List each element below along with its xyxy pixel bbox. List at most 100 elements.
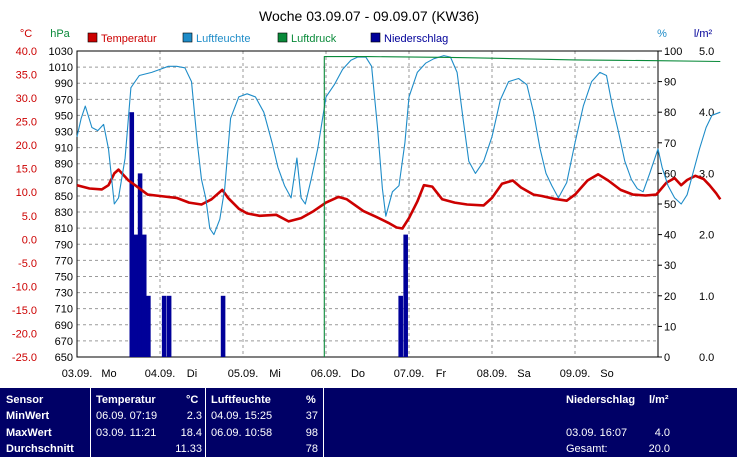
pressure-tick-label: 950 [55, 110, 73, 122]
row-max-label: MaxWert [6, 427, 52, 439]
legend-label: Luftfeuchte [196, 33, 250, 45]
header-precipitation-unit: l/m² [649, 394, 669, 406]
header-temperature: Temperatur [96, 394, 156, 406]
temperature-tick-label: 0.0 [22, 234, 37, 246]
pressure-tick-label: 910 [55, 143, 73, 155]
precipitation-bar [129, 112, 135, 357]
humidity-tick-label: 70 [664, 138, 676, 150]
header-temperature-unit: °C [186, 394, 199, 406]
row-max-hum-value: 98 [305, 427, 318, 439]
header-humidity: Luftfeuchte [211, 394, 271, 406]
x-tick-day-label: Do [351, 368, 365, 380]
x-tick-label: 06.09. [311, 368, 342, 380]
pressure-tick-label: 810 [55, 223, 73, 235]
row-min-hum-time: 04.09. 15:25 [211, 410, 273, 422]
humidity-tick-label: 20 [664, 291, 676, 303]
temperature-tick-label: -10.0 [12, 281, 37, 293]
precipitation-bar [137, 173, 143, 357]
temperature-tick-label: -15.0 [12, 305, 37, 317]
pressure-tick-label: 890 [55, 159, 73, 171]
humidity-tick-label: 90 [664, 77, 676, 89]
humidity-tick-label: 80 [664, 107, 676, 119]
x-tick-day-label: So [600, 368, 613, 380]
row-max-rain-time: 03.09. 16:07 [566, 427, 628, 439]
humidity-tick-label: 30 [664, 260, 676, 272]
pressure-tick-label: 970 [55, 94, 73, 106]
legend-label: Luftdruck [291, 33, 337, 45]
x-tick-day-label: Mo [101, 368, 116, 380]
pressure-tick-label: 790 [55, 239, 73, 251]
x-tick-day-label: Sa [517, 368, 531, 380]
x-tick-label: 07.09. [394, 368, 425, 380]
precipitation-bar [398, 295, 403, 357]
humidity-tick-label: 50 [664, 199, 676, 211]
x-tick-label: 04.09. [145, 368, 176, 380]
weather-chart: Woche 03.09.07 - 09.09.07 (KW36) Temperat… [12, 8, 722, 380]
temperature-tick-label: 5.0 [22, 211, 37, 223]
x-tick-day-label: Mi [269, 368, 281, 380]
temperature-tick-label: 20.0 [16, 140, 37, 152]
header-precipitation: Niederschlag [566, 394, 636, 406]
temperature-tick-label: -25.0 [12, 352, 37, 364]
row-avg-label: Durchschnitt [6, 443, 74, 455]
x-tick-label: 03.09. [62, 368, 93, 380]
temperature-tick-label: 40.0 [16, 46, 37, 58]
precipitation-unit: l/m² [694, 28, 713, 40]
table-divider [90, 388, 91, 457]
statistics-table: Sensor Temperatur °C Luftfeuchte % Niede… [0, 388, 737, 457]
x-tick-label: 08.09. [477, 368, 508, 380]
temperature-tick-label: 35.0 [16, 70, 37, 82]
header-humidity-unit: % [306, 394, 316, 406]
legend-swatch [277, 32, 288, 43]
precipitation-bar [161, 295, 167, 357]
temperature-tick-label: -5.0 [18, 258, 37, 270]
series-line-temperatur [76, 168, 722, 230]
pressure-tick-label: 930 [55, 127, 73, 139]
pressure-tick-label: 690 [55, 320, 73, 332]
humidity-tick-label: 60 [664, 168, 676, 180]
precipitation-bar [166, 295, 172, 357]
pressure-tick-label: 1010 [49, 62, 73, 74]
pressure-tick-label: 770 [55, 255, 73, 267]
legend-label: Niederschlag [384, 33, 448, 45]
precipitation-bar [403, 234, 408, 357]
precipitation-bar [220, 295, 226, 357]
humidity-tick-label: 100 [664, 46, 682, 58]
precipitation-tick-label: 0.0 [699, 352, 714, 364]
precipitation-tick-label: 4.0 [699, 107, 714, 119]
pressure-tick-label: 1030 [49, 46, 73, 58]
humidity-unit: % [657, 28, 667, 40]
pressure-tick-label: 830 [55, 207, 73, 219]
precipitation-tick-label: 1.0 [699, 291, 714, 303]
temperature-tick-label: 25.0 [16, 117, 37, 129]
series-line-luftdruck [323, 56, 721, 357]
pressure-tick-label: 750 [55, 271, 73, 283]
pressure-tick-label: 870 [55, 175, 73, 187]
pressure-tick-label: 990 [55, 78, 73, 90]
humidity-tick-label: 0 [664, 352, 670, 364]
pressure-tick-label: 650 [55, 352, 73, 364]
row-max-hum-time: 06.09. 10:58 [211, 427, 273, 439]
x-tick-label: 09.09. [560, 368, 591, 380]
row-max-temp-time: 03.09. 11:21 [96, 427, 157, 439]
precipitation-bar [141, 234, 147, 357]
legend-swatch [182, 32, 193, 43]
temperature-tick-label: 15.0 [16, 164, 37, 176]
row-max-temp-value: 18.4 [180, 427, 202, 439]
legend-swatch [370, 32, 381, 43]
pressure-tick-label: 730 [55, 288, 73, 300]
row-avg-rain-label: Gesamt: [566, 443, 608, 455]
row-min-label: MinWert [6, 410, 50, 422]
precipitation-bar [146, 295, 151, 357]
row-max-rain-value: 4.0 [654, 427, 670, 439]
temperature-tick-label: -20.0 [12, 328, 37, 340]
temperature-tick-label: 30.0 [16, 93, 37, 105]
table-divider [205, 388, 206, 457]
row-avg-hum-value: 78 [305, 443, 318, 455]
pressure-unit: hPa [50, 28, 70, 40]
header-sensor: Sensor [6, 394, 44, 406]
row-min-hum-value: 37 [305, 410, 318, 422]
temperature-unit: °C [20, 28, 32, 40]
precipitation-bar [133, 234, 139, 357]
legend-swatch [87, 32, 98, 43]
